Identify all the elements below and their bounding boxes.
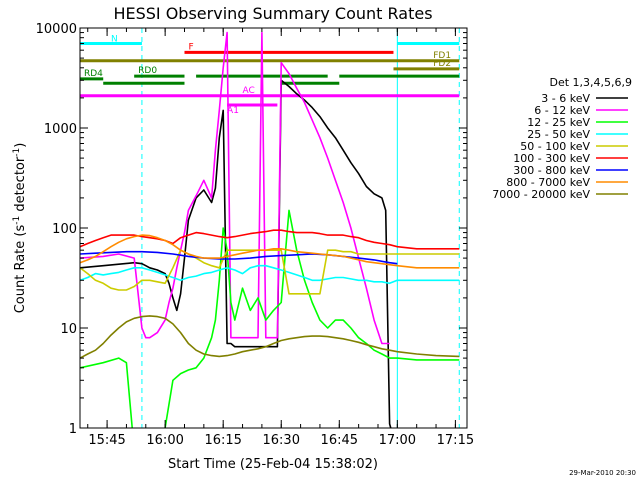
flag-label: FD1 <box>433 51 451 61</box>
legend-entry-label: 25 - 50 keV <box>527 128 590 141</box>
y-tick-label: 100 <box>52 222 77 237</box>
flag-label: A1 <box>227 106 239 116</box>
y-tick-label: 10000 <box>36 22 77 37</box>
y-tick-label: 1000 <box>44 122 77 137</box>
flag-label: F <box>188 42 193 52</box>
series-line <box>80 31 390 345</box>
x-tick-label: 16:45 <box>321 433 358 448</box>
x-tick-label: 15:45 <box>88 433 125 448</box>
y-label-sup2: -1 <box>12 148 22 157</box>
chart-title: HESSI Observing Summary Count Rates <box>113 4 432 23</box>
x-axis-label: Start Time (25-Feb-04 15:38:02) <box>168 457 378 472</box>
y-label-sup1: -1 <box>12 216 22 225</box>
legend-entry-label: 50 - 100 keV <box>520 140 590 153</box>
flag-label: AC <box>243 86 255 96</box>
legend-entry-label: 300 - 800 keV <box>513 164 590 177</box>
x-tick-label: 17:15 <box>437 433 474 448</box>
flag-label: N <box>111 34 118 44</box>
x-tick-label: 16:30 <box>263 433 300 448</box>
y-label-part1: Count Rate (s <box>13 225 28 314</box>
legend-entry-label: 6 - 12 keV <box>534 104 590 117</box>
flag-label: RD0 <box>138 66 157 76</box>
x-tick-label: 16:15 <box>204 433 241 448</box>
flag-label: FD2 <box>433 59 451 69</box>
series-line <box>80 264 460 285</box>
flag-label: RD4 <box>84 69 103 79</box>
legend-title: Det 1,3,4,5,6,9 <box>549 76 632 89</box>
timestamp: 29-Mar-2010 20:30 <box>569 469 636 477</box>
series-line <box>80 209 460 428</box>
legend-entry-label: 100 - 300 keV <box>513 152 590 165</box>
axes: 15:45 16:00 16:15 16:30 16:45 17:00 17:15 1 10 10… <box>36 22 474 448</box>
series-line <box>80 315 460 359</box>
y-tick-label: 10 <box>60 322 77 337</box>
legend-entry-label: 3 - 6 keV <box>541 92 590 105</box>
legend-entry-label: 800 - 7000 keV <box>506 176 590 189</box>
series-line <box>80 250 398 265</box>
y-tick-label: 1 <box>69 422 77 437</box>
series-line <box>80 234 460 269</box>
x-tick-label: 17:00 <box>379 433 416 448</box>
series-line <box>80 249 460 295</box>
series-group <box>80 31 460 428</box>
x-tick-label: 16:00 <box>146 433 183 448</box>
y-label-part3: ) <box>13 143 28 148</box>
legend-entry-label: 7000 - 20000 keV <box>492 188 590 201</box>
y-axis-label: Count Rate (s-1 detector-1) <box>12 143 28 314</box>
y-label-part2: detector <box>13 156 28 216</box>
series-line <box>80 79 392 428</box>
legend-entry-label: 12 - 25 keV <box>527 116 590 129</box>
